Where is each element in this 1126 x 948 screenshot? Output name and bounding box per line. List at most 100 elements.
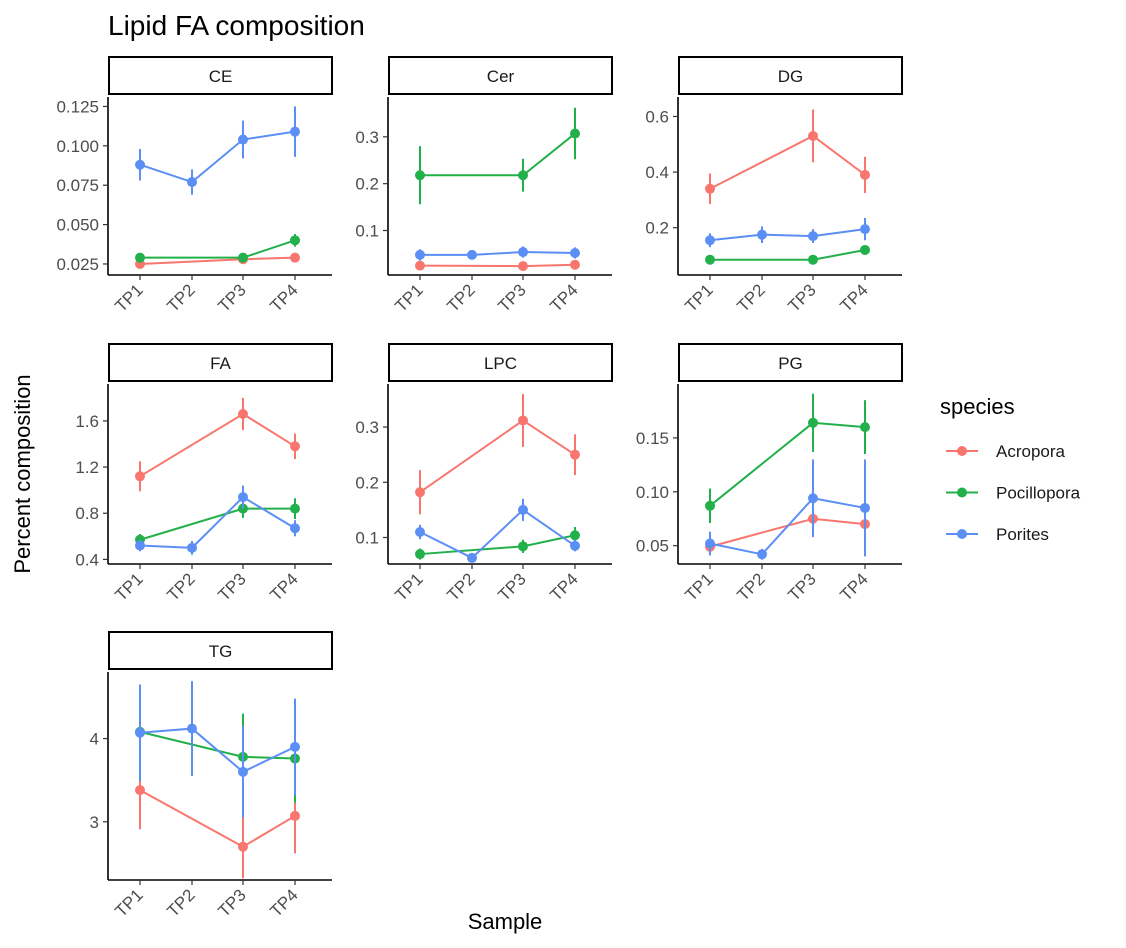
data-point <box>757 229 767 240</box>
series-line <box>710 248 866 261</box>
data-point <box>570 259 580 270</box>
x-tick-label: TP2 <box>733 569 768 604</box>
data-point <box>808 417 818 428</box>
series-pocillopora <box>705 393 870 524</box>
strip-box <box>678 56 903 95</box>
series-acropora <box>135 397 300 492</box>
x-tick-label: TP3 <box>494 569 529 604</box>
series-line <box>139 789 296 848</box>
y-tick-label: 0.3 <box>355 128 379 147</box>
data-point <box>705 183 715 194</box>
series-line <box>419 508 576 560</box>
series-line <box>139 730 296 760</box>
data-point <box>135 785 145 796</box>
series-line <box>139 727 296 774</box>
series-acropora <box>135 751 300 879</box>
series-line <box>419 263 576 268</box>
strip-box <box>678 343 903 382</box>
x-tick-label: TP2 <box>163 280 198 315</box>
series-porites <box>705 217 870 248</box>
series-pocillopora <box>415 527 580 560</box>
data-point <box>290 252 300 263</box>
data-point <box>808 231 818 242</box>
data-point <box>518 170 528 181</box>
legend: species Acropora Pocillopora Porites <box>940 394 1081 544</box>
legend-label: Porites <box>996 525 1049 544</box>
data-point <box>290 126 300 137</box>
data-point <box>238 134 248 145</box>
data-point <box>757 549 767 560</box>
x-tick-label: TP4 <box>546 280 581 315</box>
series-line <box>420 251 576 256</box>
data-point <box>238 841 248 852</box>
strip-box <box>108 631 333 670</box>
data-point <box>135 159 145 170</box>
y-tick-label: 0.025 <box>56 255 99 274</box>
x-tick-label: TP1 <box>391 569 426 604</box>
data-point <box>860 224 870 235</box>
data-point <box>187 177 197 188</box>
data-point <box>415 487 425 498</box>
y-tick-label: 0.2 <box>645 219 669 238</box>
y-tick-label: 0.8 <box>75 504 99 523</box>
legend-label: Pocillopora <box>996 484 1081 503</box>
data-point <box>415 260 425 271</box>
data-point <box>290 523 300 534</box>
data-point <box>570 128 580 139</box>
x-tick-label: TP1 <box>111 885 146 920</box>
y-tick-label: 1.6 <box>75 412 99 431</box>
data-point <box>808 254 818 265</box>
x-tick-label: TP2 <box>733 280 768 315</box>
x-tick-label: TP2 <box>443 280 478 315</box>
x-tick-label: TP4 <box>266 569 301 604</box>
strip-label: TG <box>209 642 233 661</box>
x-tick-label: TP3 <box>214 885 249 920</box>
data-point <box>290 235 300 246</box>
x-tick-label: TP3 <box>214 569 249 604</box>
panel-ce: CE 0.025 0.050 0.075 0.100 0.125 TP1 TP2 TP3 TP4 <box>56 56 333 316</box>
data-point <box>290 503 300 514</box>
strip-label: DG <box>778 67 804 86</box>
strip-label: PG <box>778 354 803 373</box>
x-tick-label: TP2 <box>163 885 198 920</box>
series-line <box>420 132 576 177</box>
y-tick-label: 0.4 <box>75 550 99 569</box>
x-tick-label: TP1 <box>681 280 716 315</box>
y-tick-label: 0.075 <box>56 176 99 195</box>
data-point <box>518 261 528 272</box>
y-tick-label: 0.4 <box>645 163 669 182</box>
y-tick-label: 0.2 <box>355 175 379 194</box>
series-acropora <box>705 507 870 554</box>
data-point <box>238 766 248 777</box>
data-point <box>135 471 145 482</box>
strip-label: LPC <box>484 354 517 373</box>
panel-fa: FA 0.4 0.8 1.2 1.6 TP1 TP2 TP3 TP4 <box>75 343 333 605</box>
legend-key-point <box>957 529 967 539</box>
data-point <box>415 549 425 560</box>
y-tick-label: 0.1 <box>355 222 379 241</box>
data-point <box>238 252 248 263</box>
strip-box <box>388 56 613 95</box>
series-line <box>709 517 866 548</box>
data-point <box>570 540 580 551</box>
series-porites <box>135 681 300 818</box>
x-tick-label: TP1 <box>391 280 426 315</box>
data-point <box>518 504 528 515</box>
data-point <box>238 492 248 503</box>
strip-label: Cer <box>487 67 515 86</box>
x-tick-label: TP4 <box>836 569 871 604</box>
series-acropora <box>135 252 300 269</box>
data-point <box>860 422 870 433</box>
series-pocillopora <box>415 107 580 205</box>
legend-title: species <box>940 394 1015 419</box>
series-line <box>419 419 576 494</box>
y-tick-label: 0.6 <box>645 107 669 126</box>
series-line <box>709 134 866 190</box>
series-porites <box>415 246 580 261</box>
series-porites <box>415 498 580 563</box>
data-point <box>290 741 300 752</box>
data-point <box>570 530 580 541</box>
data-point <box>808 493 818 504</box>
data-point <box>705 254 715 265</box>
